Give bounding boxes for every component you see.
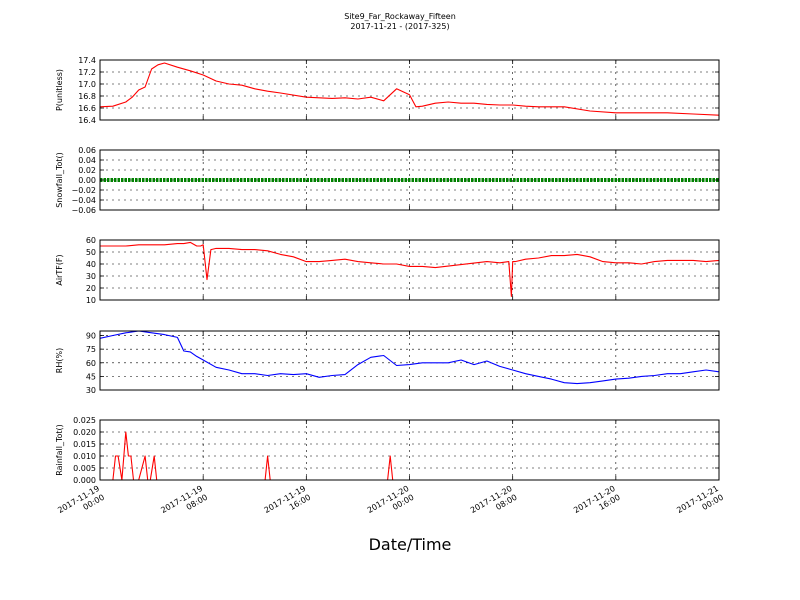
- panel-2: 0.060.040.020.00−0.02−0.04−0.06 Snowfall_…: [55, 146, 720, 215]
- y-tick-label: 20: [86, 284, 96, 293]
- plot-area: [100, 331, 719, 390]
- x-axis-label: Date/Time: [369, 535, 452, 554]
- y-tick-label: 30: [86, 272, 96, 281]
- y-tick-label: 30: [86, 386, 96, 395]
- panel-5: 0.025 0.020 0.015 0.010 0.005 0.000 Rainfall_T…: [55, 416, 720, 485]
- y-axis-label: RH(%): [55, 348, 64, 373]
- y-tick-label: 16.6: [78, 104, 96, 113]
- y-tick-label: 90: [86, 332, 96, 341]
- series-line-1: [99, 330, 720, 385]
- y-axis-label: Snowfall_Tot(): [55, 152, 64, 208]
- y-tick-label: 0.015: [73, 440, 96, 449]
- figure-title: Site9_Far_Rockaway_Fifteen: [344, 12, 456, 21]
- y-tick-label: 0.025: [73, 416, 96, 425]
- y-axis-label: P(unitless): [55, 69, 64, 111]
- y-tick-label: 16.4: [78, 116, 96, 125]
- y-tick-label: 10: [86, 296, 96, 305]
- panel-4: 90 75 60 45 30 RH(%): [55, 330, 720, 395]
- y-tick-label: 0.04: [78, 156, 96, 165]
- y-tick-label: 50: [86, 248, 96, 257]
- series-line-1: [100, 241, 720, 297]
- series-line-1: [99, 62, 720, 116]
- y-tick-label: 60: [86, 359, 96, 368]
- panels: 17.417.217.016.816.616.4P(unitless)0.060…: [55, 56, 720, 485]
- y-tick-label: 0.005: [73, 464, 96, 473]
- y-tick-label: 75: [86, 345, 96, 354]
- y-tick-label: 60: [86, 236, 96, 245]
- y-tick-label: 0.000: [73, 476, 96, 485]
- y-tick-label: −0.04: [71, 196, 96, 205]
- y-tick-label: −0.06: [71, 206, 96, 215]
- y-tick-label: 0.02: [78, 166, 96, 175]
- y-tick-label: 17.0: [78, 80, 96, 89]
- y-tick-label: 16.8: [78, 92, 96, 101]
- y-tick-label: 0.00: [78, 176, 96, 185]
- y-tick-label: 17.2: [78, 68, 96, 77]
- y-axis-label: Rainfall_Tot(): [55, 424, 64, 476]
- y-tick-label: 40: [86, 260, 96, 269]
- y-tick-label: 17.4: [78, 56, 96, 65]
- y-tick-label: 0.06: [78, 146, 96, 155]
- panel-1: 17.4 17.2 17.0 16.8 16.6 16.4 P(unitless): [55, 56, 720, 125]
- y-tick-label: 45: [86, 372, 96, 381]
- figure-subtitle: 2017-11-21 - (2017-325): [350, 22, 449, 31]
- y-axis-label: AirTF(F): [55, 254, 64, 285]
- y-tick-label: −0.02: [71, 186, 96, 195]
- panel-3: 60 50 40 30 20 10 AirTF(F): [55, 236, 720, 305]
- y-tick-label: 0.010: [73, 452, 96, 461]
- y-tick-label: 0.020: [73, 428, 96, 437]
